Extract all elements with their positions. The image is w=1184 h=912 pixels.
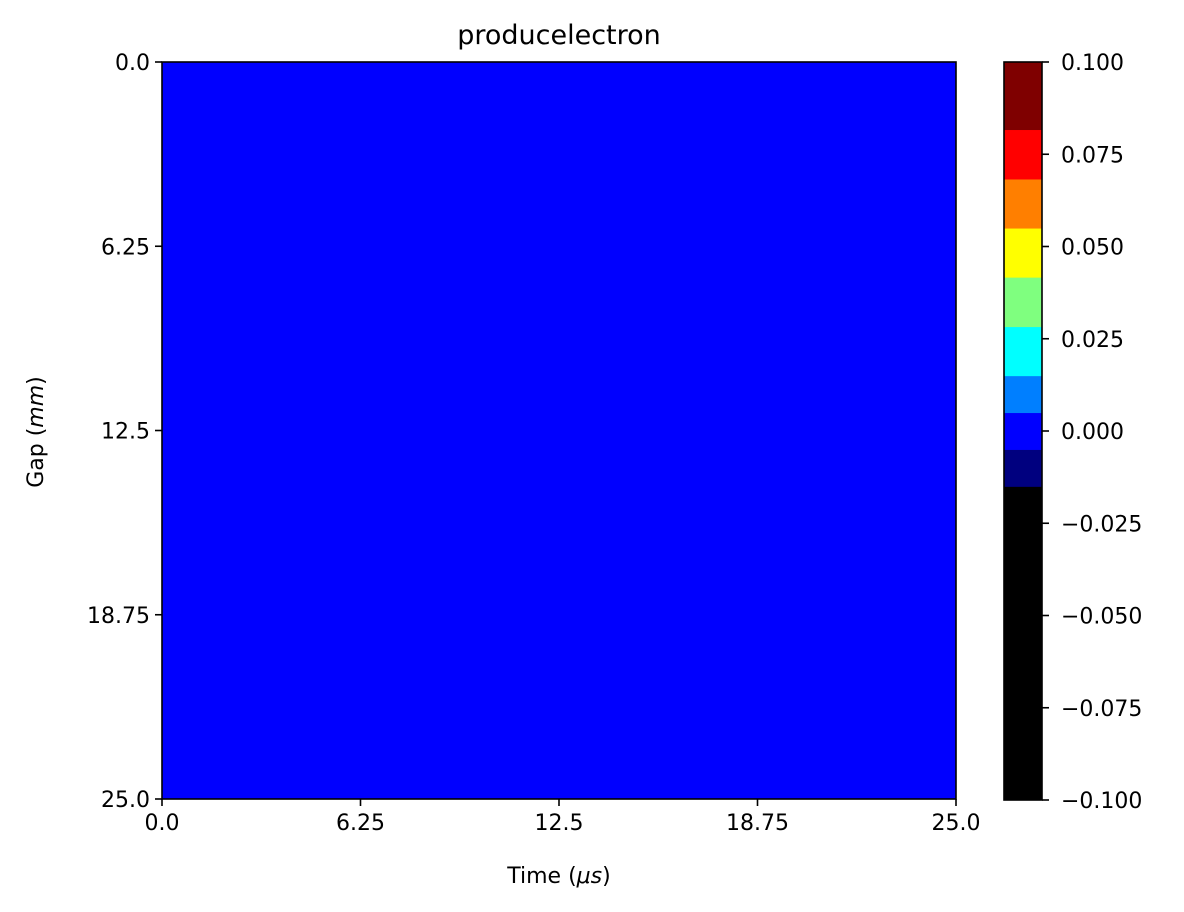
colorbar-band xyxy=(1004,62,1042,131)
colorbar-tick-label: 0.050 xyxy=(1061,236,1124,261)
chart-title: producelectron xyxy=(457,20,661,51)
heatmap-fill xyxy=(162,62,956,799)
y-axis-label: Gap (mm) xyxy=(24,376,49,488)
y-axis-ticks: 0.0 6.25 12.5 18.75 25.0 xyxy=(87,51,162,813)
y-tick-label: 0.0 xyxy=(115,51,150,76)
y-tick-label: 18.75 xyxy=(87,604,150,629)
colorbar-tick-label: 0.075 xyxy=(1061,143,1124,168)
x-axis-ticks: 0.0 6.25 12.5 18.75 25.0 xyxy=(145,799,981,836)
x-tick-label: 25.0 xyxy=(932,811,981,836)
colorbar-band xyxy=(1004,375,1042,414)
colorbar-tick-label: 0.025 xyxy=(1061,328,1124,353)
colorbar xyxy=(1003,61,1043,801)
colorbar-tick-label: 0.000 xyxy=(1061,420,1124,445)
plot-area xyxy=(161,61,957,800)
x-axis-label: Time (μs) xyxy=(506,864,610,889)
colorbar-tick-label: −0.050 xyxy=(1061,605,1142,630)
colorbar-tick-label: 0.100 xyxy=(1061,51,1124,76)
colorbar-band xyxy=(1004,228,1042,278)
colorbar-band xyxy=(1004,486,1042,801)
colorbar-tick-label: −0.025 xyxy=(1061,512,1142,537)
colorbar-band xyxy=(1004,449,1042,487)
x-tick-label: 0.0 xyxy=(145,811,180,836)
x-tick-label: 12.5 xyxy=(535,811,584,836)
colorbar-band xyxy=(1004,129,1042,180)
colorbar-band xyxy=(1004,178,1042,229)
x-tick-label: 6.25 xyxy=(336,811,385,836)
x-tick-label: 18.75 xyxy=(726,811,789,836)
colorbar-band xyxy=(1004,412,1042,450)
y-tick-label: 25.0 xyxy=(101,788,150,813)
colorbar-band xyxy=(1004,277,1042,328)
colorbar-ticks: −0.100 −0.075 −0.050 −0.025 0.000 0.025 0.050 0… xyxy=(1042,51,1142,814)
colorbar-band xyxy=(1004,326,1042,377)
colorbar-tick-label: −0.075 xyxy=(1061,697,1142,722)
y-tick-label: 12.5 xyxy=(101,420,150,445)
colorbar-tick-label: −0.100 xyxy=(1061,789,1142,814)
y-tick-label: 6.25 xyxy=(101,235,150,260)
